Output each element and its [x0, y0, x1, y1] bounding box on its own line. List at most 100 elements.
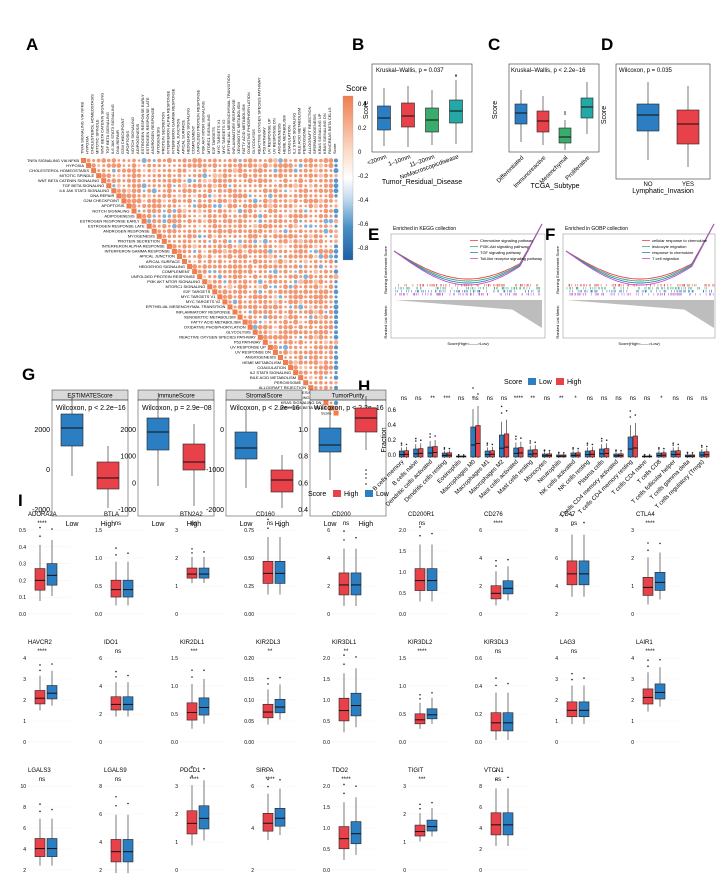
corr-dot [284, 305, 287, 309]
corr-dot [319, 355, 323, 360]
gene-ytick: 0 [99, 740, 102, 746]
pathway-col-label: APOPTOSIS [125, 131, 130, 154]
corr-dot [227, 294, 233, 300]
corr-dot [162, 169, 166, 173]
outlier [434, 435, 436, 437]
diag-cell [161, 238, 167, 244]
pathway-row-label: INTERFERON GAMMA RESPONSE [105, 249, 171, 254]
corr-dot [162, 219, 167, 224]
corr-dot [293, 244, 298, 249]
panel-h-cibersort: Score Low High Fraction 0.60.40.20.0nsB … [372, 378, 710, 520]
corr-dot [258, 245, 262, 248]
corr-dot [263, 213, 268, 219]
corr-dot [313, 234, 319, 239]
corr-dot [283, 229, 288, 234]
corr-dot [258, 209, 262, 213]
gene-sig: **** [37, 649, 47, 655]
corr-dot [273, 249, 278, 254]
panel-label-g: G [22, 365, 35, 384]
corr-dot [314, 275, 318, 279]
outlier [39, 810, 41, 813]
corr-dot [131, 183, 137, 188]
corr-dot [309, 189, 313, 193]
corr-dot [102, 164, 106, 168]
corr-dot [126, 198, 132, 204]
corr-dot [253, 319, 258, 325]
outlier [455, 74, 457, 76]
ranked-metric-area [394, 300, 542, 328]
corr-dot [142, 194, 146, 198]
corr-dot [328, 324, 334, 330]
corr-dot [309, 209, 313, 213]
corr-dot [288, 314, 293, 320]
gene-ytick: 0 [631, 612, 634, 618]
corr-dot [299, 335, 303, 339]
corr-dot [324, 275, 328, 279]
corr-dot [202, 178, 207, 183]
corr-dot [197, 173, 202, 178]
corr-dot [182, 239, 187, 244]
gene-ytick: 0 [479, 612, 482, 618]
corr-dot [268, 289, 273, 295]
corr-dot [203, 239, 207, 244]
corr-dot [273, 198, 278, 204]
corr-dot [162, 174, 166, 178]
panel-c-boxplot: Kruskal–Wallis, p < 2.2e−16 Score TCGA_S… [492, 63, 600, 190]
corr-dot [329, 360, 333, 365]
corr-dot [333, 274, 339, 280]
box [274, 808, 286, 827]
corr-dot [334, 158, 339, 163]
corr-dot [309, 250, 313, 253]
gene-ytick: 1.0 [323, 698, 330, 704]
corr-dot [333, 168, 339, 174]
pathway-row-label: IL6 JAK STAT3 SIGNALING [59, 188, 109, 193]
corr-dot [262, 238, 268, 244]
corr-dot [258, 315, 262, 319]
corr-dot [304, 295, 308, 299]
pathway-col-label: UV RESPONSE DN [271, 118, 276, 154]
corr-dot [182, 208, 187, 214]
corr-dot [324, 168, 328, 173]
corr-dot [324, 320, 328, 324]
corr-dot [294, 229, 298, 233]
corr-dot [329, 290, 333, 294]
corr-dot [248, 300, 252, 304]
box [490, 585, 502, 600]
pathway-row-label: APOPTOSIS [101, 203, 124, 208]
corr-dot [166, 188, 172, 194]
corr-dot [283, 203, 288, 208]
gene-ytick: 2 [555, 612, 558, 618]
box [513, 447, 519, 458]
pathway-col-label: BILE ACID METABOLISM [297, 108, 302, 154]
corr-dot [162, 223, 167, 229]
corr-dot [213, 244, 217, 248]
box [470, 426, 476, 458]
corr-dot [213, 194, 217, 198]
corr-dot [278, 224, 283, 228]
corr-dot [233, 219, 237, 223]
corr-dot [243, 209, 248, 213]
gene-ytick: 0.0 [19, 612, 26, 618]
corr-dot [232, 299, 238, 305]
corr-dot [233, 183, 237, 188]
corr-dot [177, 208, 182, 214]
outlier [462, 454, 465, 456]
outlier [564, 113, 566, 115]
diag-cell [283, 360, 289, 366]
corr-dot [278, 193, 283, 198]
corr-dot [177, 234, 182, 238]
corr-dot [268, 189, 273, 193]
corr-dot [274, 290, 277, 294]
panel-g-ytick: -1000 [206, 467, 224, 474]
corr-dot [333, 385, 339, 390]
corr-dot [309, 346, 313, 349]
corr-dot [187, 249, 192, 254]
outlier [355, 785, 357, 787]
corr-dot [178, 189, 181, 193]
corr-dot [207, 264, 212, 269]
corr-dot [197, 193, 202, 198]
corr-dot [283, 284, 288, 290]
ranked-metric-area [566, 300, 714, 328]
pathway-col-label: MYOGENESIS [155, 127, 160, 154]
corr-dot [333, 304, 339, 310]
